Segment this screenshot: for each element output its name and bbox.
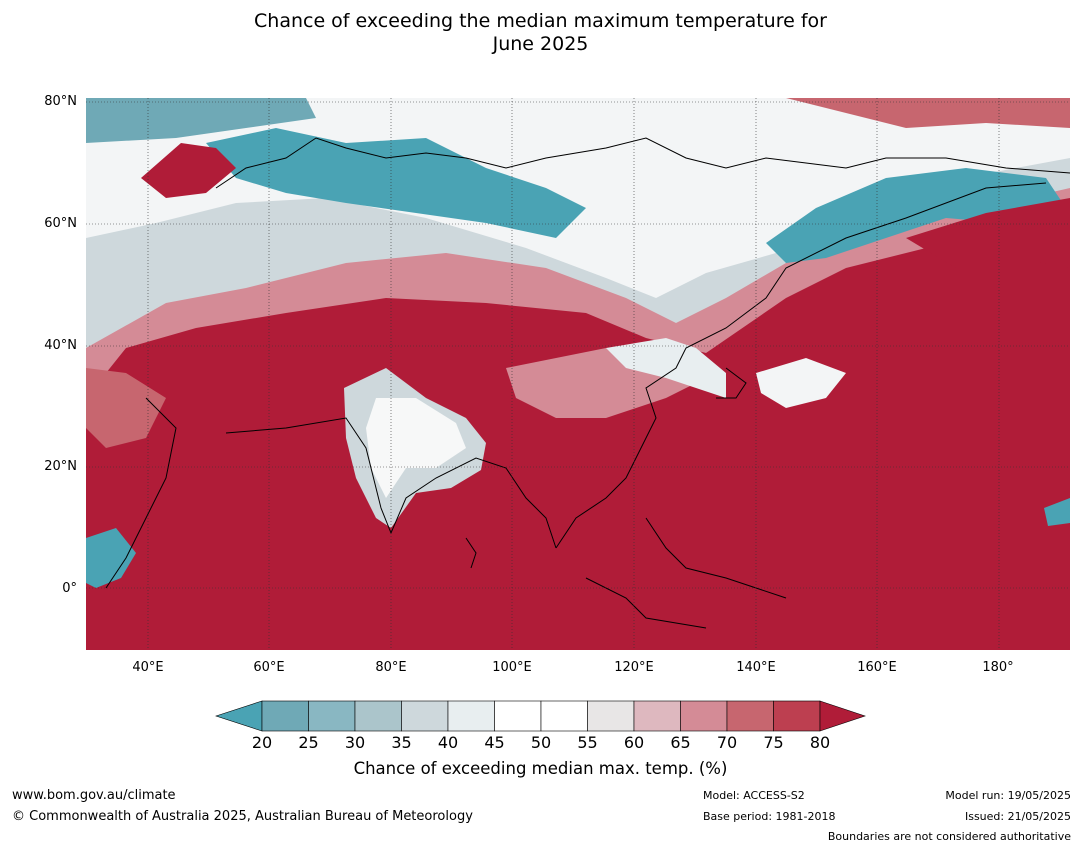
base-period-text: Base period: 1981-2018 <box>703 810 836 823</box>
lat-label-80n: 80°N <box>44 94 77 109</box>
graticule <box>86 98 1070 650</box>
colorbar-tick-55: 55 <box>577 733 598 752</box>
lon-label-140e: 140°E <box>736 660 776 675</box>
colorbar-tick-80: 80 <box>809 733 831 752</box>
colorbar-tick-75: 75 <box>763 733 784 752</box>
lon-label-40e: 40°E <box>132 660 164 675</box>
colorbar-segment-40-45 <box>447 700 495 732</box>
colorbar-segment-35-40 <box>401 700 449 732</box>
lat-label-20n: 20°N <box>44 459 77 474</box>
colorbar-segment-70-75 <box>726 700 774 732</box>
colorbar-segment-25-30 <box>308 700 356 732</box>
copyright-text: © Commonwealth of Australia 2025, Austra… <box>12 809 473 824</box>
africa-blue-patch <box>86 528 136 588</box>
map-title: Chance of exceeding the median maximum t… <box>0 10 1081 56</box>
model-run-text: Model run: 19/05/2025 <box>945 789 1071 802</box>
lon-label-80e: 80°E <box>375 660 407 675</box>
colorbar-tick-20: 20 <box>251 733 273 752</box>
pacific-blue-patch <box>1044 498 1070 526</box>
colorbar-segment-75-80 <box>773 700 821 732</box>
probability-map <box>86 98 1070 650</box>
arctic-blue-patch <box>86 98 316 143</box>
coastline-islands <box>465 367 787 629</box>
issued-text: Issued: 21/05/2025 <box>964 810 1071 823</box>
lat-label-40n: 40°N <box>44 338 77 353</box>
colorbar-segment-65-70 <box>680 700 728 732</box>
colorbar-segment-60-65 <box>633 700 681 732</box>
scandinavia-red-patch <box>141 143 236 198</box>
northeast-red-patch <box>906 198 1070 268</box>
arctic-top-red-patch <box>786 98 1070 128</box>
colorbar-segment-30-35 <box>354 700 402 732</box>
coastline-asia <box>105 182 1047 589</box>
model-text: Model: ACCESS-S2 <box>703 789 805 802</box>
title-line-2: June 2025 <box>492 33 589 55</box>
colorbar-tick-25: 25 <box>298 733 319 752</box>
colorbar-label: Chance of exceeding median max. temp. (%… <box>353 759 728 778</box>
korea-japan-white-patch <box>606 338 726 398</box>
colorbar-segment-under <box>215 700 263 732</box>
colorbar-tick-70: 70 <box>716 733 738 752</box>
colorbar-tick-30: 30 <box>344 733 366 752</box>
lat-label-0: 0° <box>62 581 77 596</box>
colorbar-tick-40: 40 <box>437 733 459 752</box>
colorbar-segment-over <box>819 700 866 732</box>
colorbar-segment-55-60 <box>587 700 635 732</box>
lat-label-60n: 60°N <box>44 216 77 231</box>
colorbar-tick-60: 60 <box>623 733 645 752</box>
colorbar-tick-50: 50 <box>530 733 552 752</box>
bom-url-link[interactable]: www.bom.gov.au/climate <box>12 788 176 803</box>
japan-sea-white-patch <box>756 358 846 408</box>
title-line-1: Chance of exceeding the median maximum t… <box>254 10 827 32</box>
east-siberia-blue-patch <box>766 168 1066 263</box>
colorbar-segment-20-25 <box>261 700 309 732</box>
lon-label-120e: 120°E <box>614 660 654 675</box>
arabia-pink-patch <box>86 368 166 448</box>
colorbar-tick-35: 35 <box>391 733 412 752</box>
siberia-blue-patch <box>206 128 586 238</box>
boundaries-disclaimer: Boundaries are not considered authoritat… <box>827 830 1071 843</box>
lon-label-180: 180° <box>982 660 1014 675</box>
colorbar-tick-45: 45 <box>484 733 505 752</box>
colorbar-segment-45-50 <box>494 700 542 732</box>
colorbar-segment-50-55 <box>540 700 588 732</box>
lon-label-60e: 60°E <box>253 660 285 675</box>
coastline-north <box>215 137 1070 189</box>
lon-label-100e: 100°E <box>492 660 532 675</box>
lon-label-160e: 160°E <box>857 660 897 675</box>
colorbar-tick-65: 65 <box>670 733 691 752</box>
